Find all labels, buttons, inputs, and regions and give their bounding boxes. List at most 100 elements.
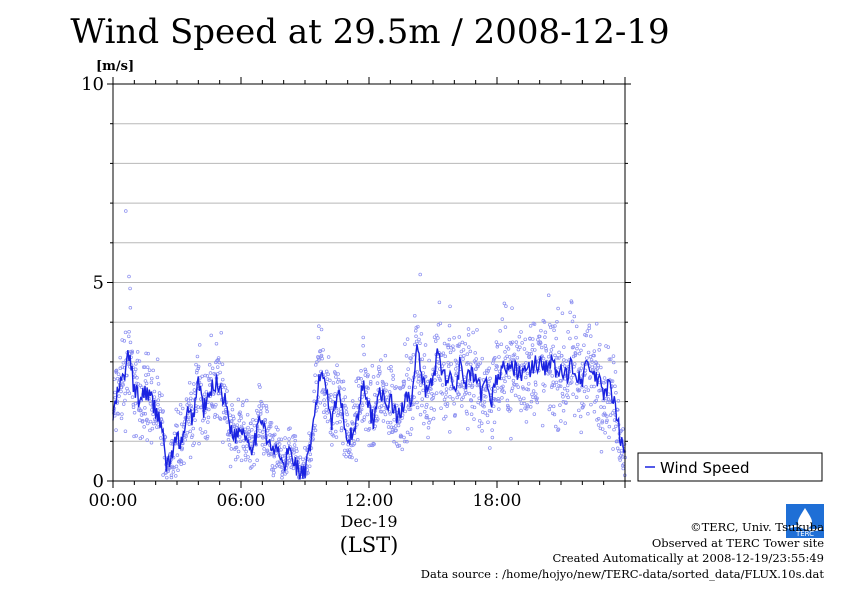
scatter-point [528, 405, 533, 409]
scatter-point [418, 412, 423, 417]
scatter-point [155, 357, 160, 362]
scatter-point [582, 389, 587, 394]
scatter-point [152, 395, 157, 399]
scatter-point [560, 311, 565, 315]
scatter-point [342, 452, 346, 457]
series-line-wind-speed [112, 344, 626, 480]
scatter-point [426, 390, 431, 394]
scatter-point [200, 374, 204, 379]
scatter-point [504, 304, 508, 308]
scatter-point [540, 423, 545, 428]
scatter-point [529, 399, 534, 404]
scatter-point [326, 372, 330, 377]
scatter-point [423, 374, 428, 379]
scatter-point [482, 394, 486, 398]
scatter-point [406, 367, 410, 371]
scatter-point [551, 344, 555, 349]
scatter-point [321, 410, 326, 415]
scatter-point [287, 437, 291, 441]
scatter-point [514, 383, 519, 387]
scatter-point [193, 418, 197, 422]
scatter-point [551, 380, 556, 384]
scatter-point [246, 425, 250, 430]
scatter-point [514, 340, 519, 344]
scatter-point [466, 426, 470, 431]
scatter-point [531, 389, 536, 393]
scatter-point [338, 411, 343, 416]
scatter-point [361, 344, 365, 348]
scatter-point [225, 389, 229, 393]
scatter-point [357, 376, 361, 381]
scatter-point [497, 399, 502, 403]
scatter-point [484, 394, 488, 399]
scatter-point [543, 383, 547, 388]
scatter-point [372, 442, 376, 446]
scatter-point [413, 385, 417, 390]
scatter-point [586, 412, 590, 416]
scatter-point [497, 355, 501, 359]
scatter-point [451, 348, 456, 352]
scatter-point [422, 365, 427, 370]
scatter-point [276, 427, 280, 432]
scatter-point [432, 408, 437, 412]
scatter-point [354, 379, 358, 384]
scatter-point [586, 350, 591, 355]
scatter-point [552, 383, 557, 388]
scatter-point [552, 412, 557, 417]
scatter-point [558, 403, 562, 407]
scatter-point [473, 360, 478, 365]
scatter-point [377, 365, 381, 369]
scatter-point [490, 428, 494, 432]
scatter-point [132, 411, 137, 415]
scatter-point [149, 440, 154, 445]
scatter-point [148, 419, 153, 424]
scatter-point [392, 439, 396, 444]
scatter-point [568, 310, 572, 315]
scatter-point [186, 415, 191, 420]
scatter-point [170, 465, 175, 470]
scatter-point [173, 474, 178, 478]
scatter-point [261, 403, 266, 408]
scatter-point [589, 334, 593, 338]
scatter-point [136, 382, 140, 386]
scatter-point [451, 397, 455, 401]
scatter-point [245, 444, 249, 448]
scatter-point [398, 419, 402, 424]
scatter-point [506, 347, 511, 351]
scatter-point [192, 441, 197, 445]
scatter-point [592, 349, 597, 353]
x-tick-label: 00:00 [89, 491, 138, 511]
scatter-point [321, 348, 325, 352]
scatter-point [469, 412, 474, 416]
scatter-point [394, 428, 398, 432]
scatter-point [427, 358, 431, 363]
scatter-point [169, 441, 173, 446]
scatter-point [548, 369, 553, 374]
scatter-point [559, 379, 563, 383]
scatter-point [607, 424, 612, 429]
scatter-point [447, 337, 452, 342]
scatter-point [270, 437, 275, 442]
scatter-point [202, 392, 207, 397]
scatter-point [266, 426, 271, 431]
scatter-point [231, 414, 235, 419]
scatter-point [444, 414, 448, 419]
scatter-point [223, 416, 227, 420]
scatter-point [575, 346, 579, 351]
scatter-point [528, 324, 533, 328]
scatter-point [610, 379, 615, 383]
scatter-point [367, 443, 371, 448]
scatter-point [518, 345, 522, 350]
scatter-point [426, 379, 430, 384]
scatter-point [390, 383, 394, 388]
scatter-point [442, 362, 446, 366]
scatter-point [409, 356, 413, 360]
scatter-point [170, 439, 174, 443]
scatter-point [317, 324, 321, 328]
scatter-point [547, 407, 552, 412]
scatter-point [172, 431, 177, 436]
scatter-point [561, 395, 565, 399]
scatter-point [512, 352, 517, 357]
scatter-point [476, 364, 480, 369]
scatter-point [500, 317, 505, 321]
